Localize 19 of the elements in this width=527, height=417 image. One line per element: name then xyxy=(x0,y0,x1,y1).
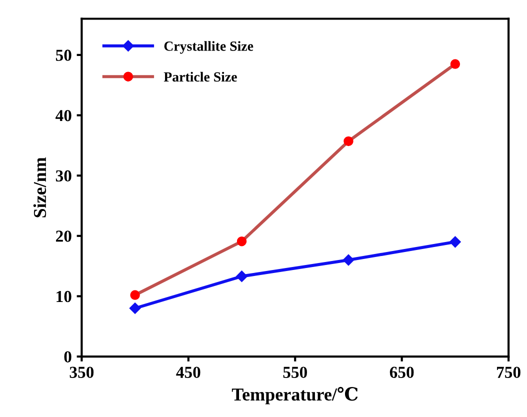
x-tick-label: 750 xyxy=(497,366,520,378)
legend-label: Crystallite Size xyxy=(164,41,254,54)
y-tick-label: 30 xyxy=(56,170,72,182)
y-tick-label: 20 xyxy=(56,230,72,242)
legend-label: Particle Size xyxy=(164,72,237,82)
x-axis-title: Temperature/℃ xyxy=(232,386,358,404)
point xyxy=(236,270,248,282)
point xyxy=(129,302,141,314)
point xyxy=(450,236,461,248)
x-tick-label: 450 xyxy=(176,366,200,378)
x-tick-label: 350 xyxy=(70,366,94,378)
point xyxy=(342,254,354,266)
y-tick-label: 50 xyxy=(56,50,72,61)
y-tick-label: 10 xyxy=(56,290,72,302)
x-tick-label: 650 xyxy=(390,366,414,378)
y-axis-title: Size/nm xyxy=(33,157,46,218)
y-tick-label: 0 xyxy=(64,351,72,362)
x-tick-label: 550 xyxy=(283,366,307,378)
y-tick-label: 40 xyxy=(56,110,72,122)
